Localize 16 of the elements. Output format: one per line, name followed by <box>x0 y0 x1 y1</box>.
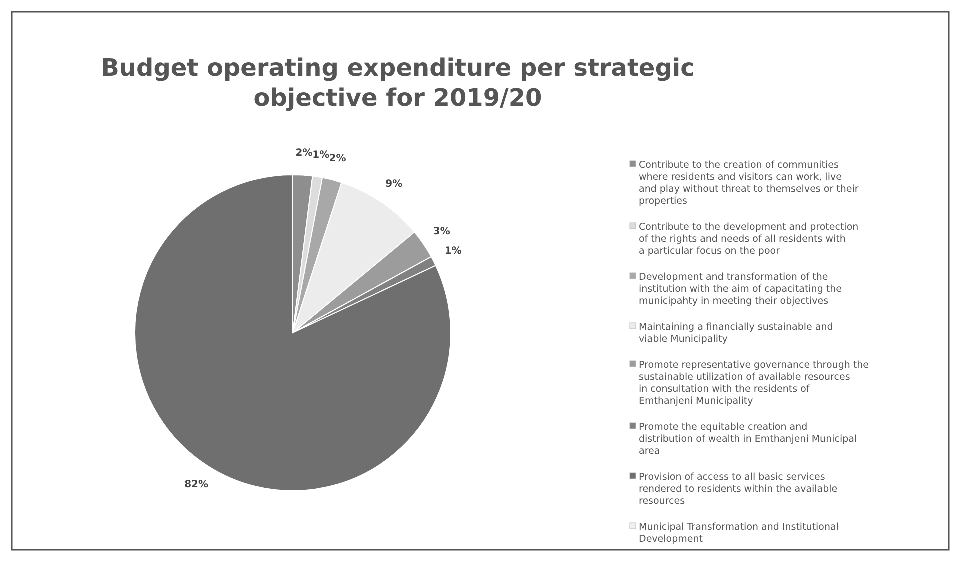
legend-label: Municipal Transformation and Institutional Development <box>639 522 839 545</box>
data-label: 82% <box>184 480 209 491</box>
legend-label: Promote the equitable creation and distribution of wealth in Emthanjeni Municipal area <box>639 422 858 457</box>
legend-label: Maintaining a financially sustainable and viable Municipality <box>639 322 834 345</box>
data-label: 2% <box>329 153 346 164</box>
data-label: 1% <box>312 150 330 161</box>
legend-label: Contribute to the development and protection of the rights and needs of all residents with a particular focus on the poor <box>639 222 859 257</box>
legend-label: Provision of access to all basic services rendered to residents within the available resources <box>639 472 838 507</box>
chart-title: Budget operating expenditure per strategic objective for 2019/20 <box>101 54 695 112</box>
data-label: 3% <box>433 226 450 238</box>
data-label: 9% <box>386 178 403 190</box>
legend-label: Promote representative governance through the sustainable utilization of available resources in consultation with the residents of Emthanjeni Municipality <box>639 360 870 407</box>
data-label: 2% <box>296 148 313 160</box>
data-label: 1% <box>444 246 462 258</box>
legend-label: Contribute to the creation of communities where residents and visitors can work, live and play without threat to themselves or their properties <box>639 160 859 207</box>
legend-label: Development and transformation of the institution with the aim of capacitating the municipahty in meeting their objectives <box>639 272 842 307</box>
